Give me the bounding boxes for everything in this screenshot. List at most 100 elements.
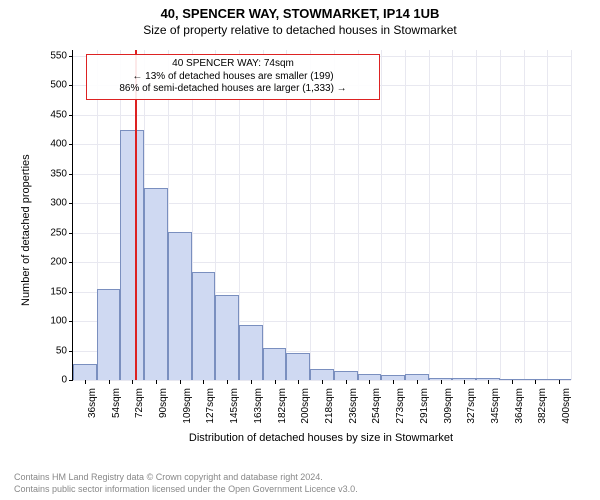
histogram-bar (215, 295, 239, 380)
ytick-mark (69, 56, 73, 57)
xtick-label: 345sqm (490, 388, 501, 438)
annotation-line: 40 SPENCER WAY: 74sqm (93, 58, 373, 71)
xtick-label: 273sqm (395, 388, 406, 438)
ytick-label: 500 (39, 80, 67, 91)
xtick-mark (156, 380, 157, 384)
gridline-h (73, 174, 571, 175)
xtick-mark (298, 380, 299, 384)
gridline-v (547, 50, 548, 380)
xtick-mark (464, 380, 465, 384)
ytick-mark (69, 262, 73, 263)
ytick-mark (69, 233, 73, 234)
xtick-label: 254sqm (371, 388, 382, 438)
ytick-mark (69, 174, 73, 175)
xtick-label: 54sqm (111, 388, 122, 438)
ytick-mark (69, 85, 73, 86)
histogram-bar (73, 364, 97, 381)
ytick-mark (69, 292, 73, 293)
histogram-bar (310, 369, 334, 380)
gridline-v (334, 50, 335, 380)
y-axis-label: Number of detached properties (20, 126, 32, 306)
ytick-label: 200 (39, 257, 67, 268)
ytick-label: 300 (39, 198, 67, 209)
xtick-label: 236sqm (348, 388, 359, 438)
gridline-v (286, 50, 287, 380)
xtick-mark (227, 380, 228, 384)
histogram-bar (334, 371, 358, 380)
gridline-v (263, 50, 264, 380)
xtick-mark (535, 380, 536, 384)
annotation-box: 40 SPENCER WAY: 74sqm ← 13% of detached … (86, 54, 380, 100)
histogram-bar (192, 272, 216, 380)
histogram-bar (97, 289, 121, 380)
xtick-mark (180, 380, 181, 384)
histogram-bar (239, 325, 263, 380)
gridline-v (429, 50, 430, 380)
xtick-mark (346, 380, 347, 384)
xtick-label: 364sqm (514, 388, 525, 438)
gridline-h (73, 144, 571, 145)
ytick-label: 350 (39, 168, 67, 179)
gridline-v (500, 50, 501, 380)
xtick-mark (512, 380, 513, 384)
ytick-label: 250 (39, 227, 67, 238)
ytick-mark (69, 115, 73, 116)
page-title: 40, SPENCER WAY, STOWMARKET, IP14 1UB (0, 0, 600, 21)
ytick-label: 400 (39, 139, 67, 150)
histogram-bar (263, 348, 287, 380)
xtick-mark (441, 380, 442, 384)
gridline-h (73, 115, 571, 116)
xtick-label: 36sqm (87, 388, 98, 438)
footer-line: Contains public sector information licen… (14, 484, 358, 494)
ytick-label: 450 (39, 109, 67, 120)
ytick-label: 150 (39, 286, 67, 297)
x-axis-label: Distribution of detached houses by size … (72, 432, 570, 444)
xtick-mark (488, 380, 489, 384)
ytick-label: 50 (39, 345, 67, 356)
xtick-mark (132, 380, 133, 384)
gridline-v (524, 50, 525, 380)
plot-area: 05010015020025030035040045050055036sqm54… (72, 50, 571, 381)
xtick-mark (322, 380, 323, 384)
histogram-bar (168, 232, 192, 381)
xtick-mark (109, 380, 110, 384)
xtick-mark (393, 380, 394, 384)
annotation-line: 86% of semi-detached houses are larger (… (93, 83, 373, 96)
chart-container: 40, SPENCER WAY, STOWMARKET, IP14 1UB Si… (0, 0, 600, 500)
xtick-mark (417, 380, 418, 384)
xtick-label: 382sqm (537, 388, 548, 438)
ytick-mark (69, 380, 73, 381)
ytick-mark (69, 144, 73, 145)
ytick-mark (69, 321, 73, 322)
xtick-label: 327sqm (466, 388, 477, 438)
gridline-v (358, 50, 359, 380)
xtick-label: 163sqm (253, 388, 264, 438)
xtick-label: 218sqm (324, 388, 335, 438)
xtick-label: 309sqm (443, 388, 454, 438)
xtick-label: 200sqm (300, 388, 311, 438)
ytick-mark (69, 351, 73, 352)
gridline-v (476, 50, 477, 380)
ytick-label: 0 (39, 375, 67, 386)
ytick-label: 100 (39, 316, 67, 327)
annotation-line: ← 13% of detached houses are smaller (19… (93, 71, 373, 84)
xtick-label: 109sqm (182, 388, 193, 438)
ytick-label: 550 (39, 50, 67, 61)
xtick-mark (203, 380, 204, 384)
xtick-mark (85, 380, 86, 384)
xtick-mark (559, 380, 560, 384)
gridline-v (452, 50, 453, 380)
footer-line: Contains HM Land Registry data © Crown c… (14, 472, 323, 482)
histogram-bar (286, 353, 310, 380)
gridline-v (381, 50, 382, 380)
page-subtitle: Size of property relative to detached ho… (0, 23, 600, 37)
xtick-mark (251, 380, 252, 384)
marker-line (135, 50, 137, 380)
ytick-mark (69, 203, 73, 204)
xtick-label: 291sqm (419, 388, 430, 438)
histogram-bar (120, 130, 144, 380)
xtick-mark (275, 380, 276, 384)
xtick-label: 145sqm (229, 388, 240, 438)
gridline-v (571, 50, 572, 380)
xtick-label: 127sqm (205, 388, 216, 438)
